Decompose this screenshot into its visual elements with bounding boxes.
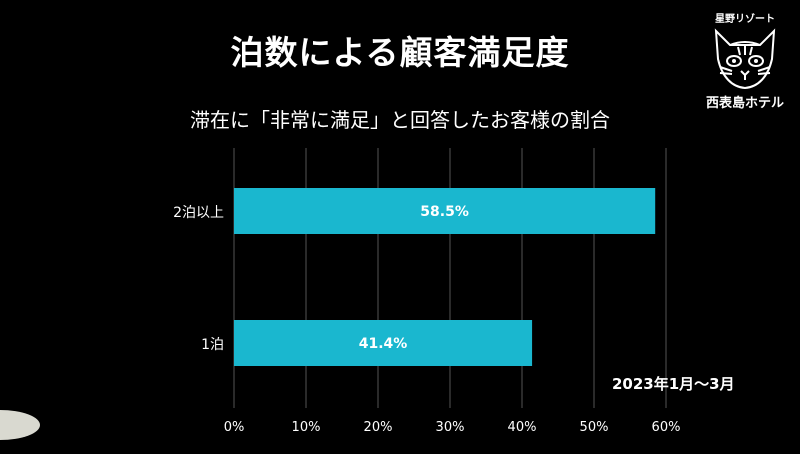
date-range-note: 2023年1月～3月 bbox=[612, 375, 735, 393]
chart-subtitle: 滞在に「非常に満足」と回答したお客様の割合 bbox=[190, 108, 610, 132]
x-tick-label: 0% bbox=[223, 420, 245, 435]
logo-brand-text: 星野リゾート bbox=[715, 14, 775, 25]
category-label: 1泊 bbox=[201, 337, 224, 353]
bar bbox=[234, 320, 533, 366]
bar-data-label: 58.5% bbox=[420, 204, 469, 220]
wildcat-face-icon bbox=[714, 28, 776, 90]
logo-hotel-name: 西表島ホテル bbox=[705, 96, 784, 111]
x-tick-label: 40% bbox=[507, 420, 537, 435]
x-tick-label: 50% bbox=[579, 420, 609, 435]
hotel-logo: 星野リゾート 西表島ホテル bbox=[700, 10, 790, 111]
x-tick-label: 60% bbox=[651, 420, 681, 435]
x-tick-label: 10% bbox=[291, 420, 321, 435]
slide-title: 泊数による顧客満足度 bbox=[230, 33, 570, 72]
bar-data-label: 41.4% bbox=[359, 336, 408, 352]
category-label: 2泊以上 bbox=[173, 205, 224, 221]
decorative-corner-shape bbox=[0, 410, 40, 440]
x-tick-label: 30% bbox=[435, 420, 465, 435]
x-tick-label: 20% bbox=[363, 420, 393, 435]
bar bbox=[234, 188, 656, 234]
